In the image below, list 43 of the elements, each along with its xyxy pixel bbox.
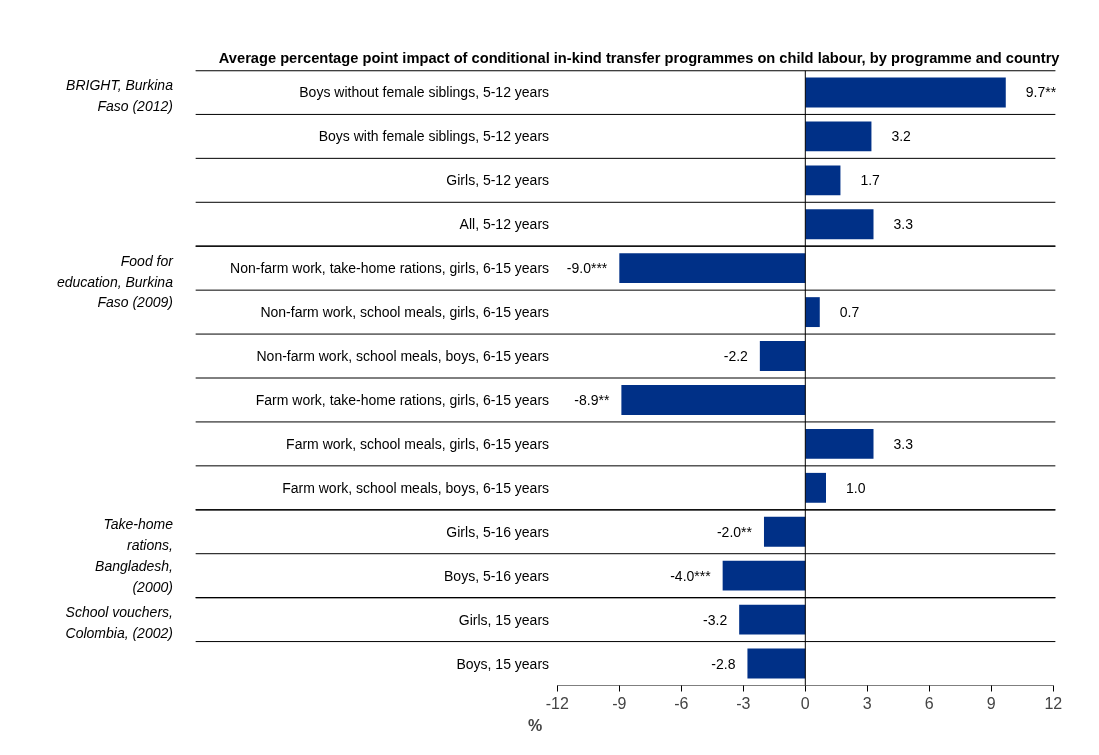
y-tick-label: Boys, 15 years bbox=[456, 655, 550, 672]
x-tick-label: -9 bbox=[612, 694, 627, 712]
data-label: -4.0*** bbox=[670, 567, 712, 584]
y-tick-label: Non-farm work, take-home rations, girls, 6-15 years bbox=[230, 260, 550, 277]
x-tick-label: 3 bbox=[862, 694, 872, 712]
data-label: 1.7 bbox=[860, 172, 881, 189]
y-tick-label: Boys without female siblings, 5-12 years bbox=[299, 84, 550, 101]
data-label: -2.0** bbox=[716, 523, 753, 540]
data-label: -8.9** bbox=[574, 391, 610, 408]
data-label: 3.3 bbox=[893, 216, 914, 233]
data-label: -2.2 bbox=[723, 348, 749, 365]
text: Take-home rations, Bangladesh, (2000) bbox=[95, 516, 174, 595]
y-tick-label: Farm work, school meals, girls, 6-15 years bbox=[286, 435, 550, 452]
x-axis-title: % bbox=[527, 716, 543, 734]
data-label: 1.0 bbox=[845, 479, 866, 496]
data-label: 3.2 bbox=[891, 128, 912, 145]
data-label: -9.0*** bbox=[566, 260, 608, 277]
y-tick-label: Farm work, school meals, boys, 6-15 years bbox=[282, 479, 550, 496]
x-tick-label: 6 bbox=[924, 694, 934, 712]
text: BRIGHT, Burkina Faso (2012) bbox=[66, 77, 174, 114]
data-label: 9.7** bbox=[1025, 84, 1057, 101]
x-tick-label: 0 bbox=[800, 694, 810, 712]
x-tick-label: 12 bbox=[1044, 694, 1063, 712]
data-label: 3.3 bbox=[893, 435, 914, 452]
text: School vouchers, Colombia, (2002) bbox=[65, 604, 173, 642]
text: Food for education, Burkina Faso (2009) bbox=[56, 252, 175, 311]
y-tick-label: Girls, 15 years bbox=[458, 611, 550, 628]
data-label: 0.7 bbox=[839, 304, 860, 321]
data-label: -2.8 bbox=[711, 655, 736, 672]
data-label: -3.2 bbox=[703, 611, 728, 628]
x-tick-label: -6 bbox=[674, 694, 689, 712]
x-tick-label: -3 bbox=[736, 694, 751, 712]
y-tick-label: Farm work, take-home rations, girls, 6-15 years bbox=[255, 391, 550, 408]
y-tick-label: Boys with female siblings, 5-12 years bbox=[318, 128, 550, 145]
y-tick-label: Girls, 5-16 years bbox=[446, 523, 550, 540]
chart-title: Average percentage point impact of conditional in-kind transfer programmes on child labour, by programme and country bbox=[218, 49, 1061, 66]
y-tick-label: Boys, 5-16 years bbox=[444, 567, 550, 584]
x-tick-label: 9 bbox=[986, 694, 996, 712]
x-tick-label: -12 bbox=[545, 694, 569, 712]
y-tick-label: Non-farm work, school meals, girls, 6-15 years bbox=[260, 304, 550, 321]
y-tick-label: Non-farm work, school meals, boys, 6-15 years bbox=[256, 348, 550, 365]
y-tick-label: Girls, 5-12 years bbox=[446, 172, 550, 189]
y-tick-label: All, 5-12 years bbox=[459, 216, 550, 233]
